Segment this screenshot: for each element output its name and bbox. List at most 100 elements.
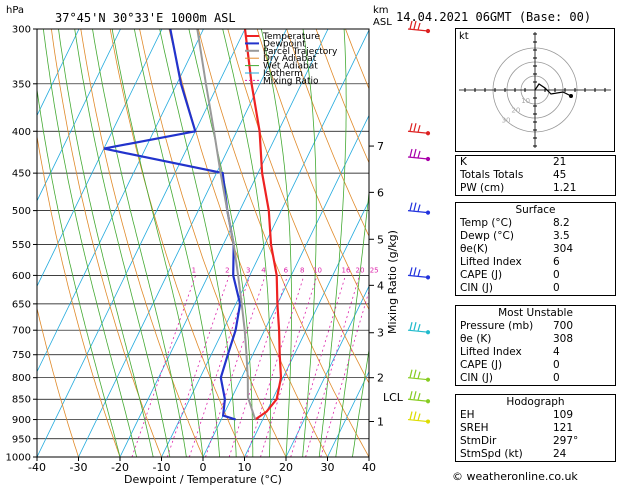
mixing-ratio-label: 3	[246, 266, 250, 274]
wet-adiabat	[134, 29, 220, 457]
km-axis-label: km	[373, 5, 389, 16]
dry-adiabat	[198, 29, 369, 457]
dry-adiabat	[51, 29, 162, 457]
mixing-ratio-labels: 1 2 3 4 6 8 10 16 20 25	[192, 266, 379, 274]
isotherm	[327, 370, 369, 457]
x-tick-label: 10	[238, 461, 252, 474]
mixing-ratio-label: 6	[284, 266, 289, 274]
km-tick-label: 4	[377, 279, 384, 292]
isotherm	[244, 199, 369, 457]
wind-barb	[407, 267, 431, 280]
mixing-ratio-line	[205, 275, 266, 457]
wet-adiabat	[302, 29, 317, 457]
km-tick-label: 6	[377, 186, 384, 199]
wind-barb	[407, 411, 431, 424]
km-tick-label: 2	[377, 372, 384, 385]
p-tick-label: 600	[12, 271, 31, 282]
most-unstable-table: Most Unstable Pressure (mb) 700 θe (K) 308…	[455, 305, 616, 386]
hodograph-ring-label: 10	[521, 97, 530, 105]
wind-barb	[407, 322, 431, 335]
surface-title: Surface	[515, 204, 556, 216]
km-tick-label: 5	[377, 233, 384, 246]
x-tick-label: 20	[279, 461, 293, 474]
isotherm	[37, 29, 121, 202]
wind-barb	[407, 369, 431, 382]
p-tick-label: 850	[12, 395, 31, 406]
mixing-ratio-label: 16	[342, 266, 351, 274]
hodograph-kt-label: kt	[459, 31, 469, 42]
wet-adiabat	[111, 29, 204, 457]
km-tick-label: 3	[377, 327, 384, 340]
mixing-ratio-line	[290, 275, 346, 457]
hodograph-ring-label: 30	[502, 116, 511, 124]
p-tick-label: 550	[12, 240, 31, 251]
x-tick-label: -20	[111, 461, 129, 474]
indices-table: K 21 Totals Totals 45 PW (cm) 1.21	[455, 155, 616, 196]
mixing-ratio-line	[228, 275, 288, 457]
p-tick-label: 400	[12, 127, 31, 138]
mixing-ratio-label: 20	[355, 266, 364, 274]
p-tick-label: 800	[12, 373, 31, 384]
mixing-ratio-line	[189, 275, 251, 457]
copyright-footer: © weatheronline.co.uk	[452, 470, 578, 483]
wet-adiabat	[159, 29, 237, 457]
p-tick-label: 350	[12, 79, 31, 90]
km-tick-label: 7	[377, 140, 384, 153]
hodograph-ring-label: 20	[511, 107, 520, 115]
x-tick-label: -30	[70, 461, 88, 474]
mixing-ratio-line	[305, 275, 360, 457]
isotherm	[285, 285, 369, 457]
isotherm	[202, 114, 369, 457]
mixing-ratio-label: 4	[261, 266, 266, 274]
wind-barb	[407, 202, 431, 215]
wet-adiabat	[58, 29, 154, 457]
p-tick-label: 700	[12, 326, 31, 337]
p-tick-label: 1000	[6, 453, 31, 464]
hpa-axis-label: hPa	[6, 5, 24, 16]
wet-adiabat	[352, 346, 369, 457]
wet-adiabat	[43, 29, 137, 457]
profile-series	[103, 29, 283, 421]
dry-adiabat	[37, 306, 79, 457]
dry-adiabat	[80, 29, 204, 457]
axes: 300 350 400 4 5 0 500 550 600 650 700 750 800 850 900 9…	[6, 25, 404, 475]
legend-label: Temperature	[262, 32, 320, 42]
background-lines	[37, 29, 369, 457]
wind-barb	[407, 20, 431, 34]
lcl-label: LCL	[383, 391, 404, 404]
wet-adiabat	[188, 29, 254, 457]
mixing-ratio-label: 8	[300, 266, 304, 274]
asl-axis-label: ASL	[373, 17, 392, 28]
legend-label: Wet Adiabat	[263, 62, 318, 72]
isotherm	[161, 29, 369, 457]
dry-adiabat	[37, 134, 121, 457]
isotherm	[78, 29, 287, 457]
surface-table: Surface Temp (°C) 8.2 Dewp (°C) 3.5 θe(K) 3…	[455, 202, 616, 296]
x-axis-label: Dewpoint / Temperature (°C)	[124, 473, 282, 486]
mixing-ratio-label: 2	[225, 266, 229, 274]
wind-barb	[407, 148, 431, 162]
p-tick-label: 900	[12, 415, 31, 426]
p-tick-label: 750	[12, 350, 31, 361]
legend-label: Dry Adiabat	[263, 54, 317, 64]
x-tick-label: -10	[153, 461, 171, 474]
x-tick-label: -40	[28, 461, 46, 474]
p-tick-label: 300	[12, 25, 31, 36]
mixing-ratio-label: 1	[192, 266, 196, 274]
p-tick-label: 500	[12, 206, 31, 217]
series-parcel-trajectory	[196, 29, 257, 420]
mixing-ratio-label: 25	[370, 266, 379, 274]
p-tick-label: 950	[12, 434, 31, 445]
dry-adiabat	[227, 29, 369, 384]
wet-adiabat	[335, 188, 369, 457]
isotherm	[37, 29, 80, 117]
mixing-ratio-axis-label: Mixing Ratio (g/kg)	[386, 230, 399, 334]
x-tick-label: 40	[362, 461, 376, 474]
hodograph-table: Hodograph EH 109 SREH 121 StmDir 297° StmSp…	[455, 394, 616, 462]
dry-adiabat	[286, 29, 369, 238]
p-tick-label: 650	[12, 299, 31, 310]
x-tick-label: 0	[200, 461, 207, 474]
mixing-ratio-line	[320, 290, 369, 457]
